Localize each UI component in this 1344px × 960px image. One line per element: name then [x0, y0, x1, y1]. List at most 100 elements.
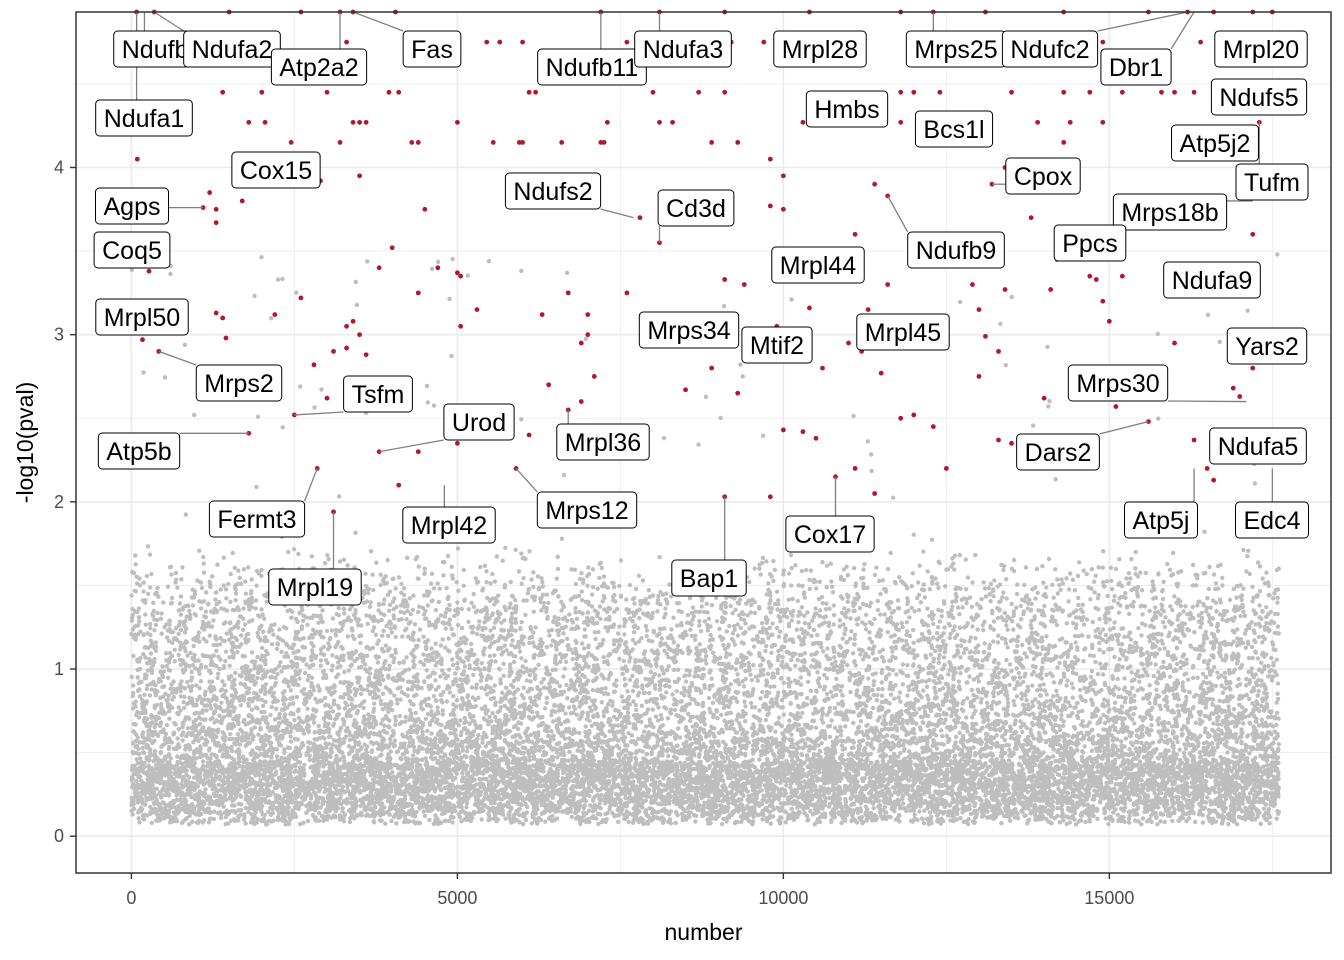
significant-point [989, 181, 995, 187]
label-leader-line [1167, 400, 1247, 403]
gene-label: Tsfm [343, 375, 413, 413]
gene-label-text: Bap1 [680, 565, 738, 593]
significant-point [911, 89, 917, 95]
gene-label-box [1163, 261, 1261, 299]
significant-point [497, 39, 503, 45]
significant-point [357, 332, 362, 338]
significant-point [246, 119, 252, 125]
gene-label-text: Mrps18b [1121, 199, 1218, 227]
gene-label-box [1235, 501, 1309, 539]
gene-label: Ndufs5 [1210, 78, 1308, 116]
y-tick-label: 0 [54, 826, 64, 846]
gene-label: Mrpl45 [856, 313, 950, 351]
gene-label-box [1016, 433, 1100, 471]
gene-label-text: Mrpl20 [1223, 36, 1299, 64]
significant-point [852, 231, 858, 237]
significant-point [223, 335, 229, 341]
significant-point [350, 119, 356, 125]
significant-point [565, 290, 571, 296]
gene-label-box [1209, 427, 1307, 465]
significant-point [767, 203, 773, 209]
significant-point [1237, 394, 1243, 399]
gene-label: Dars2 [1016, 433, 1100, 471]
significant-point [298, 295, 304, 301]
significant-point [898, 89, 904, 95]
gene-label-text: Ndufa9 [1172, 267, 1253, 295]
gene-label-text: Dbr1 [1109, 54, 1163, 82]
gene-label: Cd3d [657, 189, 735, 227]
significant-point [213, 206, 219, 212]
label-leader-lines [135, 11, 1273, 569]
significant-point [311, 362, 317, 368]
significant-point [885, 282, 891, 287]
x-axis: 0 5000 10000 15000 [126, 873, 1134, 908]
significant-point [820, 365, 825, 371]
significant-point [331, 348, 336, 354]
gene-label: Yars2 [1226, 327, 1308, 365]
gene-label-text: Mrps2 [204, 370, 273, 398]
gene-label: Hmbs [805, 90, 889, 128]
significant-point [898, 415, 904, 421]
label-leader-line [600, 208, 634, 219]
gene-label-box [771, 246, 865, 284]
gene-label-text: Urod [452, 409, 506, 437]
significant-point [624, 39, 630, 45]
gene-label-box [1210, 78, 1308, 116]
significant-point [1119, 273, 1125, 279]
significant-point [1009, 89, 1014, 95]
significant-point [578, 399, 584, 404]
background-point-cloud [129, 252, 1282, 827]
significant-point [670, 119, 675, 125]
gene-label-text: Mrpl45 [865, 319, 941, 347]
significant-point [722, 89, 728, 95]
significant-point [526, 432, 532, 438]
background-points [129, 252, 1282, 827]
significant-point [657, 119, 662, 125]
gene-label-box [95, 187, 169, 225]
significant-point [683, 387, 688, 393]
significant-point [1191, 89, 1197, 95]
gene-label-box [805, 90, 889, 128]
significant-point [1119, 89, 1125, 95]
gene-label-text: Mrpl28 [782, 36, 858, 64]
significant-point [735, 390, 741, 396]
gene-label-box [1226, 327, 1308, 365]
significant-point [1113, 404, 1119, 409]
significant-point [970, 282, 975, 287]
gene-label-box [95, 99, 193, 137]
significant-point [1061, 140, 1067, 145]
gene-label: Atp5j [1124, 501, 1198, 539]
significant-point [601, 140, 607, 145]
gene-label-text: Ndufa3 [643, 36, 724, 64]
significant-point [376, 265, 382, 271]
gene-label: Atp2a2 [270, 48, 368, 86]
significant-point [1250, 365, 1256, 371]
significant-point [872, 491, 878, 496]
gene-label-text: Agps [104, 193, 161, 221]
significant-point [1028, 215, 1034, 221]
gene-label-text: Ndufs2 [513, 178, 592, 206]
gene-label: Mrpl28 [773, 30, 867, 68]
significant-point [389, 245, 395, 251]
gene-label: Mrpl42 [402, 506, 496, 544]
gene-label-box [914, 110, 994, 148]
gene-label-text: Mrpl42 [411, 512, 487, 540]
significant-point [134, 156, 140, 162]
gene-label-box [402, 30, 462, 68]
significant-point [1041, 395, 1047, 401]
significant-point [344, 345, 349, 351]
gene-label: Atp5j2 [1171, 124, 1259, 162]
gene-label: Cox17 [785, 515, 875, 553]
gene-label-box [1112, 193, 1228, 231]
significant-point [865, 307, 871, 312]
significant-point [520, 140, 525, 145]
gene-label-text: Cox17 [794, 521, 866, 549]
significant-point [1061, 89, 1067, 95]
significant-point [943, 466, 949, 471]
gene-label: Urod [443, 403, 515, 441]
y-tick-label: 3 [54, 325, 64, 345]
gene-label-box [195, 364, 283, 402]
significant-point [490, 140, 496, 145]
significant-point [454, 270, 460, 276]
significant-point [1191, 437, 1197, 443]
